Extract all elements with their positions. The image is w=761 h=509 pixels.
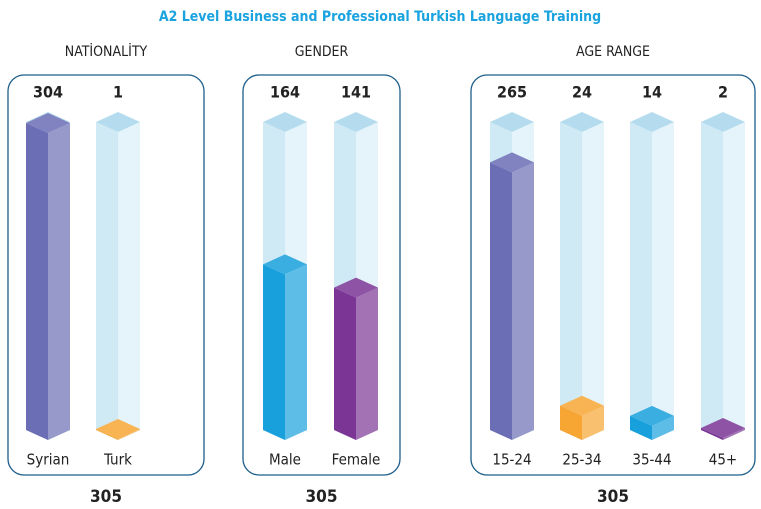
track-top bbox=[560, 112, 604, 132]
bar-left bbox=[263, 264, 285, 440]
bar-top bbox=[263, 254, 307, 275]
bar-right bbox=[723, 427, 745, 440]
value-label: 24 bbox=[572, 83, 592, 102]
bar-left bbox=[701, 427, 723, 440]
value-label: 1 bbox=[113, 83, 123, 102]
track-right bbox=[652, 122, 674, 440]
value-label: 14 bbox=[642, 83, 662, 102]
bar-top bbox=[701, 417, 745, 438]
bar-right bbox=[512, 162, 534, 441]
category-label: Turk bbox=[103, 451, 132, 469]
category-label: 15-24 bbox=[492, 451, 531, 469]
bar-top bbox=[96, 418, 140, 439]
bar-right bbox=[582, 405, 604, 440]
bar-right bbox=[285, 264, 307, 440]
panel-frame bbox=[7, 74, 205, 476]
panel-title: AGE RANGE bbox=[576, 44, 650, 60]
track-left bbox=[560, 122, 582, 440]
bar-left bbox=[26, 123, 48, 441]
value-label: 141 bbox=[341, 83, 371, 102]
bar-top bbox=[560, 395, 604, 416]
track-top bbox=[490, 112, 534, 132]
bar-right bbox=[48, 123, 70, 441]
track-right bbox=[582, 122, 604, 440]
bar-left bbox=[560, 405, 582, 440]
category-label: 35-44 bbox=[632, 451, 671, 469]
track-top bbox=[701, 112, 745, 132]
total-label: 305 bbox=[597, 487, 629, 507]
total-label: 305 bbox=[90, 487, 122, 507]
track-right bbox=[118, 122, 140, 440]
main-title: A2 Level Business and Professional Turki… bbox=[159, 9, 601, 25]
track-left bbox=[701, 122, 723, 440]
bar-right bbox=[118, 428, 140, 440]
bar-left bbox=[96, 428, 118, 440]
value-label: 2 bbox=[718, 83, 728, 102]
bar-right bbox=[652, 415, 674, 440]
category-label: 45+ bbox=[709, 451, 737, 469]
bar-left bbox=[490, 162, 512, 441]
panel-title: NATİONALİTY bbox=[65, 42, 148, 60]
track-top bbox=[263, 112, 307, 132]
value-label: 304 bbox=[33, 83, 63, 102]
bar-top bbox=[26, 113, 70, 134]
track-top bbox=[96, 112, 140, 132]
track-top bbox=[334, 112, 378, 132]
panel-title: GENDER bbox=[295, 44, 349, 60]
bar-left bbox=[334, 287, 356, 440]
track-left bbox=[96, 122, 118, 440]
track-left bbox=[630, 122, 652, 440]
category-label: Syrian bbox=[27, 451, 70, 469]
bar-top bbox=[334, 277, 378, 298]
category-label: Male bbox=[269, 451, 301, 469]
value-label: 164 bbox=[270, 83, 300, 102]
total-label: 305 bbox=[306, 487, 338, 507]
category-label: Female bbox=[332, 451, 381, 469]
panel-frame bbox=[470, 74, 756, 476]
value-label: 265 bbox=[497, 83, 527, 102]
bar-top bbox=[630, 405, 674, 426]
bar-left bbox=[630, 415, 652, 440]
category-label: 25-34 bbox=[562, 451, 601, 469]
track-right bbox=[723, 122, 745, 440]
bar-top bbox=[490, 152, 534, 173]
track-top bbox=[630, 112, 674, 132]
panel-frame bbox=[242, 74, 401, 476]
bar-right bbox=[356, 287, 378, 440]
